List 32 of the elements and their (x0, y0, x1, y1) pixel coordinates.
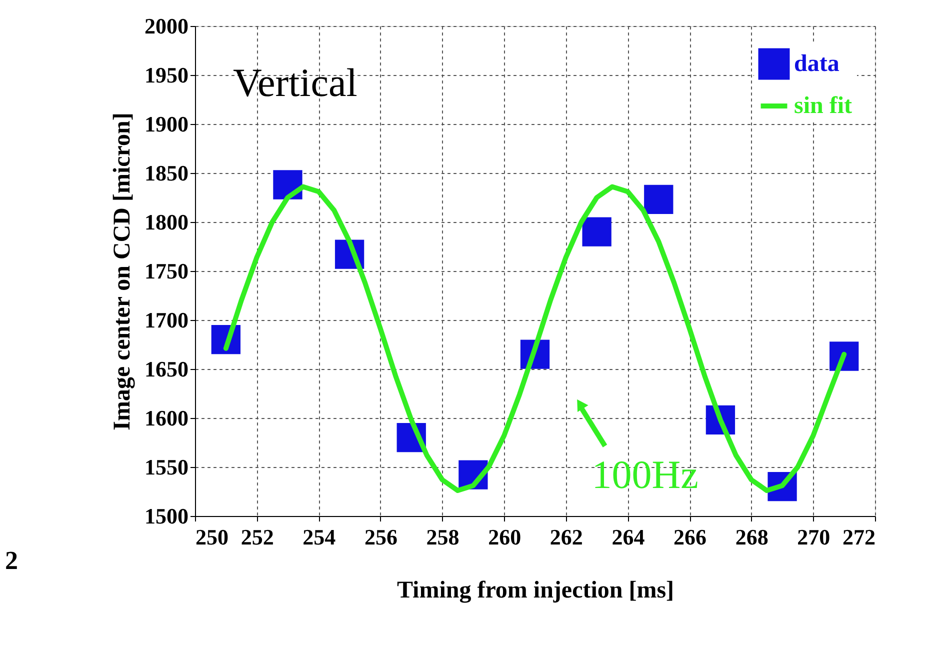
x-tick-label: 256 (364, 524, 398, 550)
x-tick-label: 252 (240, 524, 274, 550)
y-tick-label: 1500 (144, 504, 188, 528)
y-tick-label: 1800 (144, 210, 188, 234)
y-axis-title: Image center on CCD [micron] (110, 112, 136, 430)
x-tick-label: 266 (674, 524, 707, 550)
y-tick-label: 1950 (144, 62, 188, 88)
annotation: 100Hz (592, 452, 698, 497)
point (582, 217, 612, 246)
x-tick-label: 264 (612, 524, 645, 550)
x-tick-label: 270 (797, 524, 830, 550)
annotation: Vertical (233, 60, 358, 105)
y-tick-label: 2000 (144, 14, 188, 38)
y-tick-label: 1700 (144, 308, 188, 332)
y-tick-label: 1900 (144, 112, 188, 136)
x-tick-label: 260 (488, 524, 522, 550)
x-tick-label: 272 (842, 524, 876, 550)
y-tick-label: 1600 (144, 406, 188, 430)
x-tick-label: 268 (735, 524, 768, 550)
text: 2 (5, 546, 18, 575)
y-tick-label: 1550 (144, 454, 188, 480)
point (644, 184, 674, 214)
x-tick-label: 262 (550, 524, 583, 550)
y-tick-label: 1850 (144, 160, 188, 186)
y-tick-label: 1650 (144, 356, 188, 382)
legend-label: data (794, 51, 840, 77)
x-tick-label: 258 (426, 524, 460, 550)
legend-label: sin fit (794, 93, 852, 119)
y-tick-label: 1750 (144, 258, 188, 284)
x-axis-title: Timing from injection [ms] (396, 578, 674, 604)
x-tick-label: 254 (302, 524, 336, 550)
x-tick-label: 250 (196, 524, 228, 550)
